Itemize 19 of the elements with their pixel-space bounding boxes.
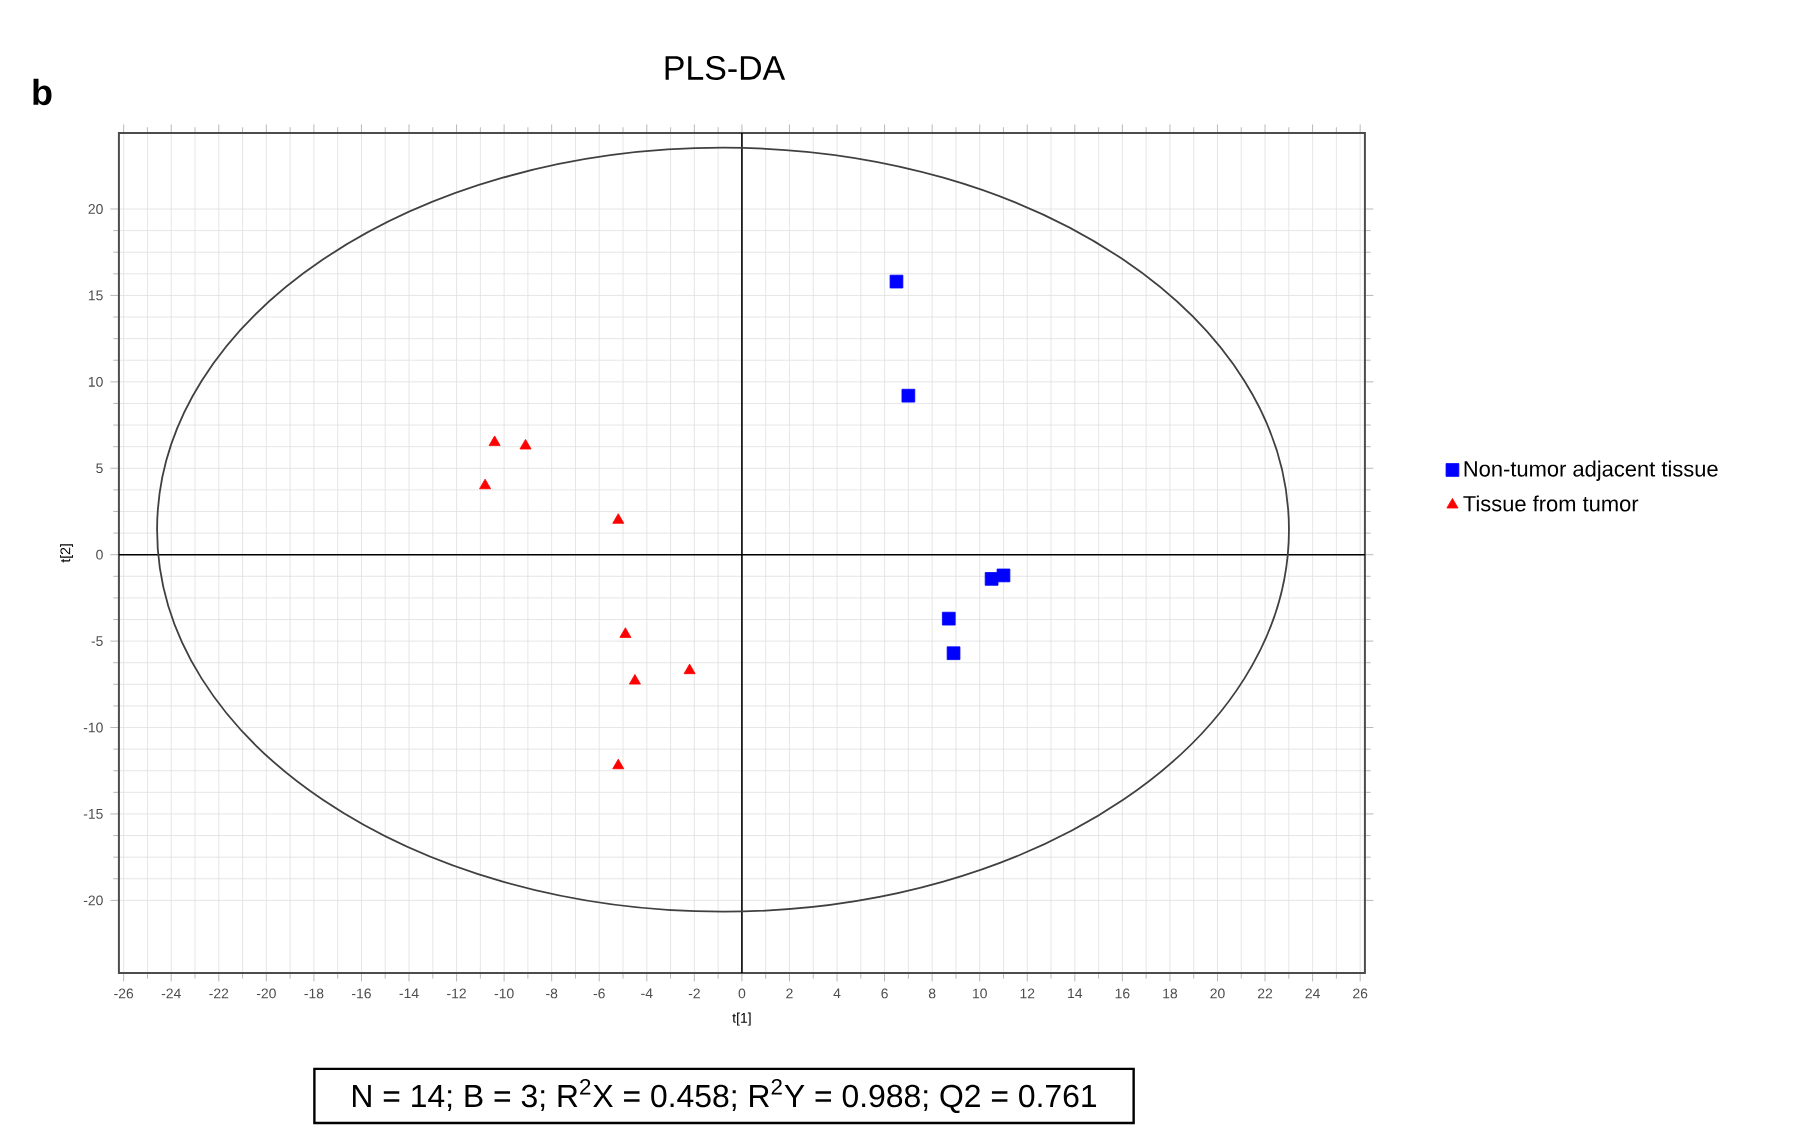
point: [612, 513, 625, 524]
text: b: [33, 78, 52, 106]
point: [683, 663, 696, 675]
point: [941, 611, 956, 626]
point: [479, 478, 492, 490]
point: [946, 646, 961, 661]
point: [889, 274, 904, 289]
point: [519, 439, 532, 450]
point: [612, 758, 625, 770]
point: [619, 627, 632, 638]
legend-label: Non-tumor adjacent tissue: [1464, 460, 1718, 481]
legend-label: Tissue from tumor: [1463, 495, 1639, 512]
point: [628, 674, 641, 685]
point: [901, 388, 916, 403]
text: N = 14; B = 3; R$^{2}$X = 0.458; R$^{2}$Y = 0.988; Q2 = 0.761: [353, 1078, 1097, 1114]
point: [996, 568, 1011, 583]
chart-title: PLS-DA: [665, 55, 786, 80]
point: [984, 572, 999, 586]
point: [488, 435, 501, 446]
